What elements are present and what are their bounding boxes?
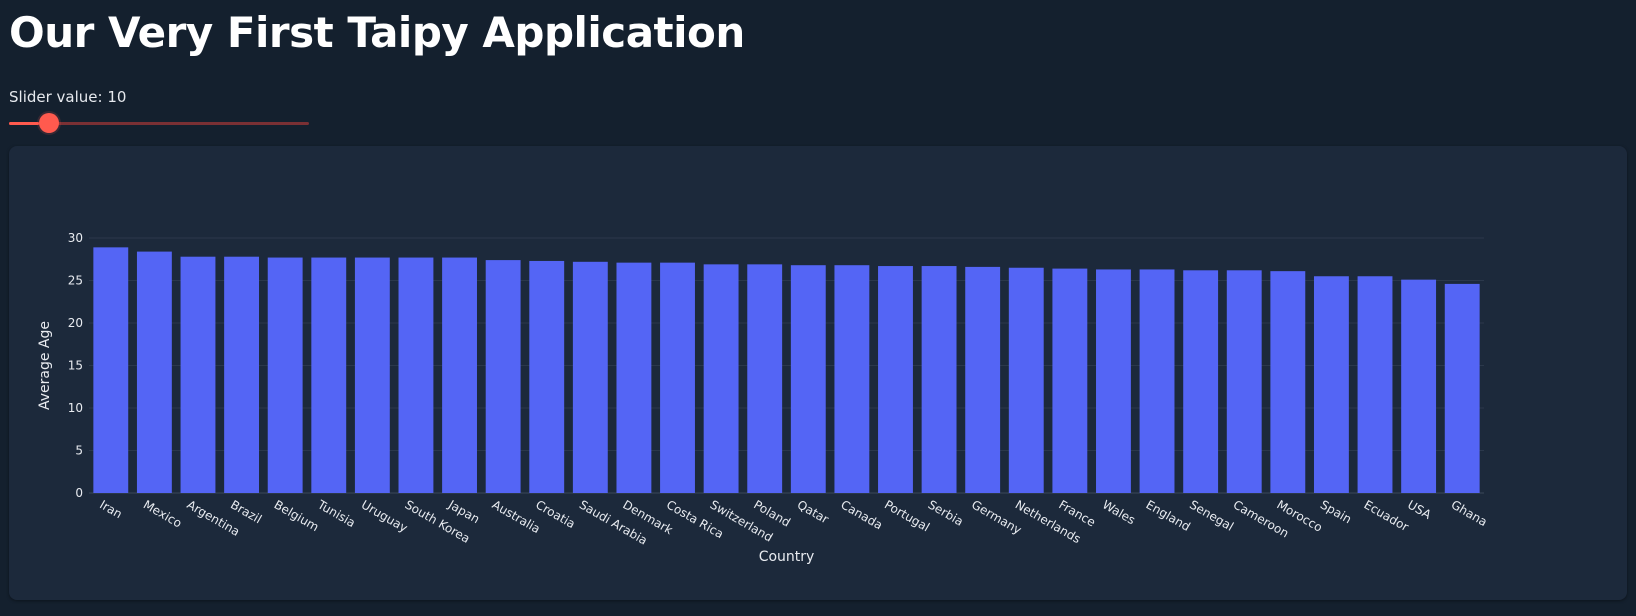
x-tick-label: Iran [97, 497, 124, 521]
bar-brazil[interactable] [224, 256, 260, 493]
bar-ecuador[interactable] [1357, 276, 1393, 493]
x-tick-label: Qatar [795, 497, 831, 526]
page-title: Our Very First Taipy Application [9, 8, 745, 57]
bar-argentina[interactable] [180, 256, 216, 493]
slider-thumb[interactable] [39, 113, 59, 133]
bar-england[interactable] [1139, 269, 1175, 493]
bar-uruguay[interactable] [354, 257, 390, 493]
y-axis-title: Average Age [37, 321, 53, 410]
bar-qatar[interactable] [790, 265, 826, 493]
x-tick-label: Australia [490, 497, 543, 536]
x-tick-label: Ecuador [1362, 497, 1412, 534]
bar-canada[interactable] [834, 265, 870, 493]
bar-switzerland[interactable] [703, 264, 739, 493]
bar-netherlands[interactable] [1008, 267, 1044, 493]
x-axis-title: Country [759, 549, 815, 565]
bar-france[interactable] [1052, 268, 1088, 493]
y-tick-label: 25 [68, 274, 83, 288]
y-tick-label: 10 [68, 401, 83, 415]
y-tick-label: 5 [75, 444, 83, 458]
y-tick-label: 30 [68, 231, 83, 245]
chart-container: 0 5 10 15 20 25 30 Iran Mexico Argentina Brazil Be… [9, 146, 1627, 600]
x-tick-label: Serbia [926, 497, 966, 528]
bar-croatia[interactable] [529, 260, 565, 493]
bar-costa-rica[interactable] [660, 262, 695, 493]
bar-serbia[interactable] [921, 266, 957, 493]
bar-poland[interactable] [747, 264, 783, 493]
bar-denmark[interactable] [616, 262, 652, 493]
x-tick-label: Senegal [1187, 497, 1236, 533]
y-tick-label: 15 [68, 359, 83, 373]
bar-tunisia[interactable] [311, 257, 347, 493]
y-axis-ticks: 0 5 10 15 20 25 30 [68, 231, 83, 500]
x-tick-label: Portugal [882, 497, 932, 534]
bar-portugal[interactable] [878, 266, 913, 493]
slider-rail[interactable] [9, 122, 309, 125]
x-tick-label: Mexico [141, 497, 184, 530]
bar-usa[interactable] [1401, 279, 1437, 493]
bar-spain[interactable] [1313, 276, 1349, 493]
bar-wales[interactable] [1096, 269, 1131, 493]
y-tick-label: 0 [75, 486, 83, 500]
bar-belgium[interactable] [267, 257, 303, 493]
x-tick-label: USA [1405, 497, 1434, 522]
bar-mexico[interactable] [136, 251, 172, 493]
slider-value-label: Slider value: 10 [9, 88, 127, 106]
bar-germany[interactable] [965, 266, 1001, 493]
value-slider[interactable] [9, 112, 309, 134]
bars [93, 247, 1480, 493]
bar-japan[interactable] [442, 257, 477, 493]
x-tick-label: Canada [838, 497, 885, 532]
bar-saudi-arabia[interactable] [572, 261, 608, 493]
bar-australia[interactable] [485, 260, 521, 493]
x-tick-label: Tunisia [314, 497, 357, 530]
x-tick-label: Wales [1100, 497, 1138, 527]
bar-south-korea[interactable] [398, 257, 434, 493]
x-tick-label: Belgium [272, 497, 322, 534]
x-tick-label: Ghana [1449, 497, 1490, 529]
x-tick-label: England [1144, 497, 1193, 533]
slider-track [9, 122, 39, 125]
y-tick-label: 20 [68, 316, 83, 330]
bar-morocco[interactable] [1270, 271, 1306, 493]
bar-ghana[interactable] [1444, 283, 1480, 493]
bar-iran[interactable] [93, 247, 129, 493]
bar-cameroon[interactable] [1226, 270, 1262, 493]
bar-senegal[interactable] [1183, 270, 1219, 493]
x-tick-label: Uruguay [359, 497, 410, 535]
